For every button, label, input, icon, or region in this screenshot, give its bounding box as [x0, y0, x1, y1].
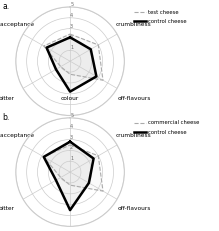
Line: commercial cheese: commercial cheese — [44, 145, 103, 191]
Polygon shape — [44, 142, 94, 210]
commercial cheese — [97, 155, 100, 157]
test cheese — [102, 79, 104, 82]
Text: b.: b. — [2, 113, 9, 122]
test cheese — [59, 65, 62, 68]
control cheese — [88, 182, 90, 184]
commercial cheese — [69, 184, 71, 186]
commercial cheese — [59, 176, 62, 179]
test cheese — [42, 45, 45, 47]
control cheese — [69, 90, 71, 93]
control cheese — [45, 46, 48, 49]
Polygon shape — [44, 34, 103, 80]
control cheese — [55, 179, 57, 182]
control cheese — [92, 157, 95, 160]
commercial cheese — [69, 144, 71, 146]
Line: control cheese: control cheese — [44, 142, 94, 210]
test cheese — [69, 73, 71, 76]
control cheese — [69, 36, 71, 39]
control cheese — [69, 140, 71, 143]
Legend: commercial cheese, control cheese: commercial cheese, control cheese — [134, 120, 199, 135]
test cheese — [97, 44, 100, 46]
control cheese — [69, 36, 71, 39]
control cheese — [69, 209, 71, 212]
control cheese — [55, 68, 57, 71]
commercial cheese — [69, 144, 71, 146]
Line: control cheese: control cheese — [47, 37, 96, 92]
control cheese — [42, 155, 45, 158]
Text: a.: a. — [2, 2, 9, 11]
Line: test cheese: test cheese — [44, 34, 103, 80]
test cheese — [69, 33, 71, 35]
commercial cheese — [102, 190, 104, 192]
control cheese — [69, 140, 71, 143]
Legend: test cheese, control cheese: test cheese, control cheese — [134, 9, 186, 24]
commercial cheese — [42, 155, 45, 158]
control cheese — [95, 75, 98, 78]
control cheese — [89, 48, 92, 51]
test cheese — [69, 33, 71, 35]
Polygon shape — [44, 145, 103, 191]
Polygon shape — [47, 37, 96, 92]
